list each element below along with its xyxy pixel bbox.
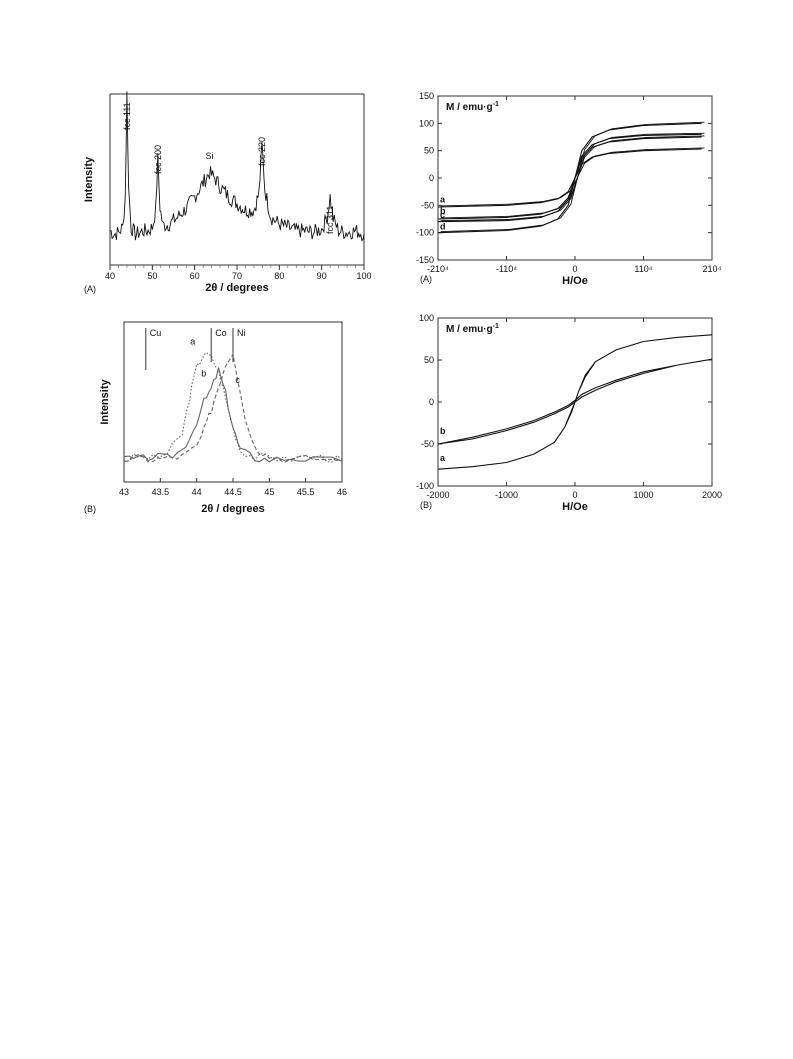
- reference-label: Cu: [150, 328, 162, 338]
- peak-label-si: Si: [205, 151, 213, 161]
- x-axis-label: 2θ / degrees: [201, 503, 264, 515]
- series-label-a: a: [190, 336, 195, 346]
- x-tick-label: 50: [147, 271, 157, 281]
- y-tick-label: 50: [424, 146, 434, 156]
- x-axis-label: H/Oe: [562, 501, 588, 513]
- peak-label: fcc 311: [325, 206, 335, 234]
- series-line-a: [123, 351, 343, 463]
- x-tick-label: 45: [264, 487, 274, 497]
- x-tick-label: 60: [190, 271, 200, 281]
- reference-label: Ni: [237, 328, 246, 338]
- y-axis-label: Intensity: [99, 379, 111, 425]
- x-axis-label: 2θ / degrees: [205, 282, 268, 294]
- mag-panel-a: -150 -100 -50 0 50 100 150 -210⁴ -110⁴ 0 110⁴ 210⁴ a…: [412, 88, 732, 298]
- curve-label-d: d: [440, 221, 446, 231]
- x-tick-label: 45.5: [297, 487, 315, 497]
- panel-label: (A): [84, 284, 96, 294]
- x-tick-label: -210⁴: [427, 264, 449, 274]
- panel-label: (A): [420, 274, 432, 284]
- reference-label: Co: [215, 328, 227, 338]
- magnetization-curve-d: [437, 122, 702, 234]
- y-tick-label: 0: [429, 397, 434, 407]
- y-tick-label: 0: [429, 173, 434, 183]
- xrd-panel-b: 43 43.5 44 44.5 45 45.5 46 Cu Co Ni a b c Intensity 2θ…: [80, 316, 380, 524]
- curve-label-a: a: [440, 195, 446, 205]
- xrd-trace: [109, 91, 365, 242]
- x-tick-label: -110⁴: [496, 264, 517, 274]
- x-tick-label: 46: [337, 487, 347, 497]
- x-tick-label: 0: [572, 490, 577, 500]
- peak-label: fcc 200: [153, 145, 163, 174]
- x-tick-label: 1000: [633, 490, 653, 500]
- x-tick-label: 43.5: [152, 487, 170, 497]
- y-tick-label: 150: [419, 91, 434, 101]
- xrd-chart-b: 43 43.5 44 44.5 45 45.5 46 Cu Co Ni a b c Intensity 2θ…: [84, 321, 347, 515]
- x-tick-label: 70: [232, 271, 242, 281]
- y-tick-label: 50: [424, 355, 434, 365]
- curve-label-b: b: [440, 206, 446, 216]
- y-tick-label: -150: [416, 255, 434, 265]
- x-tick-label: 2000: [702, 490, 722, 500]
- x-tick-label: 40: [105, 271, 115, 281]
- x-tick-label: 43: [119, 487, 129, 497]
- panel-label: (B): [84, 504, 96, 514]
- y-tick-label: -50: [421, 200, 434, 210]
- curve-label-b: b: [440, 426, 446, 436]
- y-tick-label: 100: [419, 313, 434, 323]
- mag-chart-a: -150 -100 -50 0 50 100 150 -210⁴ -110⁴ 0 110⁴ 210⁴ a…: [416, 91, 722, 287]
- peak-label: fcc 220: [257, 137, 267, 166]
- x-tick-label: 80: [274, 271, 284, 281]
- y-axis-label: Intensity: [83, 156, 95, 202]
- x-axis-label: H/Oe: [562, 275, 588, 287]
- x-tick-label: -1000: [495, 490, 518, 500]
- curve-label-c: c: [440, 210, 445, 220]
- magnetization-curve-b: [437, 358, 713, 445]
- magnetization-curve-c: [437, 133, 702, 223]
- x-tick-label: 0: [572, 264, 577, 274]
- xrd-panel-a: 40 50 60 70 80 90 100 fcc 111 fcc 200 Si fcc 220 fc…: [80, 88, 380, 298]
- x-tick-label: 100: [356, 271, 371, 281]
- y-tick-label: -100: [416, 481, 434, 491]
- y-axis-label: M / emu·g-1: [446, 101, 499, 113]
- y-axis-label: M / emu·g-1: [446, 323, 499, 335]
- x-tick-label: -2000: [426, 490, 449, 500]
- x-tick-label: 110⁴: [634, 264, 652, 274]
- magnetization-curve-return-d: [440, 121, 705, 233]
- plot-frame: [109, 93, 365, 266]
- curve-label-a: a: [440, 453, 446, 463]
- xrd-chart-a: 40 50 60 70 80 90 100 fcc 111 fcc 200 Si fcc 220 fc…: [83, 91, 372, 294]
- y-tick-label: -50: [421, 439, 434, 449]
- series-label-c: c: [235, 375, 240, 385]
- y-tick-label: 100: [419, 118, 434, 128]
- mag-chart-b: -100 -50 0 50 100 -2000 -1000 0 1000 2000 a b M / em…: [416, 313, 722, 513]
- series-line-c: [123, 352, 343, 464]
- series-line-b: [123, 367, 343, 463]
- magnetization-curve-return-c: [440, 132, 705, 222]
- x-tick-label: 210⁴: [703, 264, 722, 274]
- series-label-b: b: [201, 368, 206, 378]
- panel-label: (B): [420, 500, 432, 510]
- peak-label: fcc 111: [122, 102, 132, 130]
- x-tick-label: 90: [317, 271, 327, 281]
- mag-panel-b: -100 -50 0 50 100 -2000 -1000 0 1000 2000 a b M / em…: [412, 310, 732, 524]
- x-tick-label: 44: [192, 487, 202, 497]
- y-tick-label: -100: [416, 228, 434, 238]
- x-tick-label: 44.5: [224, 487, 242, 497]
